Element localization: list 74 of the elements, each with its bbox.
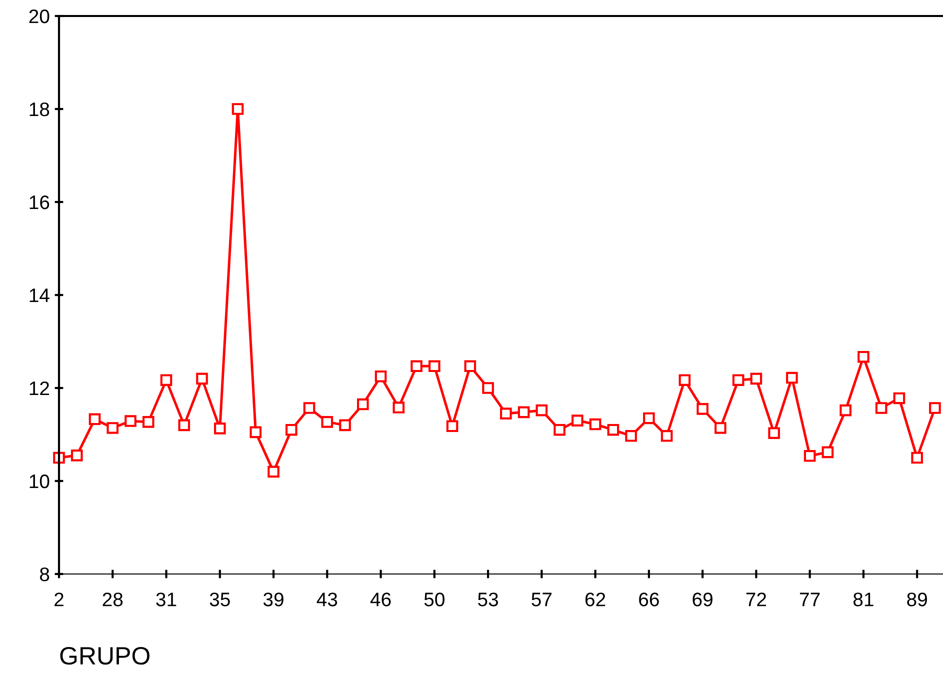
point bbox=[70, 450, 83, 462]
x-tick-label: 2 bbox=[54, 592, 64, 606]
point bbox=[518, 406, 530, 418]
point bbox=[732, 374, 744, 386]
point bbox=[660, 430, 673, 442]
point bbox=[464, 360, 476, 372]
x-tick-label: 31 bbox=[156, 592, 176, 606]
point bbox=[250, 426, 262, 438]
point bbox=[268, 466, 280, 478]
x-tick-label: 46 bbox=[370, 592, 391, 606]
y-tick-label: 18 bbox=[30, 102, 50, 116]
point bbox=[750, 372, 762, 385]
point bbox=[410, 360, 422, 372]
point bbox=[607, 424, 620, 436]
point bbox=[875, 402, 888, 414]
point bbox=[678, 374, 691, 386]
x-tick-label: 28 bbox=[102, 592, 123, 606]
x-tick-label: 77 bbox=[800, 592, 820, 606]
point bbox=[929, 402, 941, 414]
x-tick-label: 35 bbox=[210, 592, 230, 606]
point bbox=[625, 430, 637, 442]
x-tick-label: 39 bbox=[263, 592, 284, 606]
point bbox=[696, 403, 708, 415]
y-tick-label: 14 bbox=[30, 288, 50, 302]
point bbox=[643, 412, 655, 424]
x-tick-label: 62 bbox=[585, 592, 606, 606]
point bbox=[285, 424, 298, 436]
x-tick-label: 57 bbox=[532, 592, 552, 606]
point bbox=[196, 372, 208, 385]
x-tick-label: 66 bbox=[639, 592, 659, 606]
point bbox=[232, 103, 244, 115]
point bbox=[482, 382, 494, 394]
point bbox=[911, 452, 923, 464]
point bbox=[589, 418, 602, 430]
point bbox=[178, 419, 190, 432]
point bbox=[858, 350, 870, 363]
x-tick-label: 50 bbox=[424, 592, 444, 606]
x-tick-label: 72 bbox=[746, 592, 766, 606]
x-tick-label: 89 bbox=[907, 592, 927, 606]
y-tick-label: 12 bbox=[30, 381, 49, 396]
x-tick-label: 53 bbox=[478, 592, 498, 606]
x-tick-label: 69 bbox=[692, 592, 712, 606]
point bbox=[840, 404, 852, 416]
y-tick-label: 20 bbox=[29, 9, 50, 24]
point bbox=[500, 408, 512, 420]
point bbox=[88, 413, 101, 426]
point bbox=[339, 419, 351, 432]
point bbox=[428, 360, 440, 372]
point bbox=[536, 404, 548, 416]
point bbox=[160, 374, 172, 386]
point bbox=[142, 416, 154, 428]
point bbox=[374, 370, 387, 382]
point bbox=[321, 416, 334, 428]
point bbox=[768, 427, 780, 440]
y-tick-label: 10 bbox=[30, 474, 50, 488]
point bbox=[303, 402, 316, 414]
point bbox=[572, 414, 584, 426]
point bbox=[804, 450, 816, 462]
point bbox=[893, 392, 906, 404]
point bbox=[822, 446, 834, 458]
point bbox=[554, 424, 566, 436]
point bbox=[714, 422, 726, 434]
x-tick-label: 81 bbox=[853, 592, 874, 606]
x-axis-title: GRUPO bbox=[60, 646, 150, 665]
point bbox=[786, 372, 798, 384]
point bbox=[214, 422, 226, 434]
y-tick-label: 8 bbox=[40, 567, 50, 582]
point bbox=[446, 420, 458, 432]
y-tick-label: 16 bbox=[30, 195, 50, 210]
point bbox=[392, 402, 405, 414]
x-tick-label: 43 bbox=[316, 592, 338, 606]
point bbox=[124, 415, 136, 427]
point bbox=[356, 398, 369, 410]
point bbox=[106, 422, 119, 434]
